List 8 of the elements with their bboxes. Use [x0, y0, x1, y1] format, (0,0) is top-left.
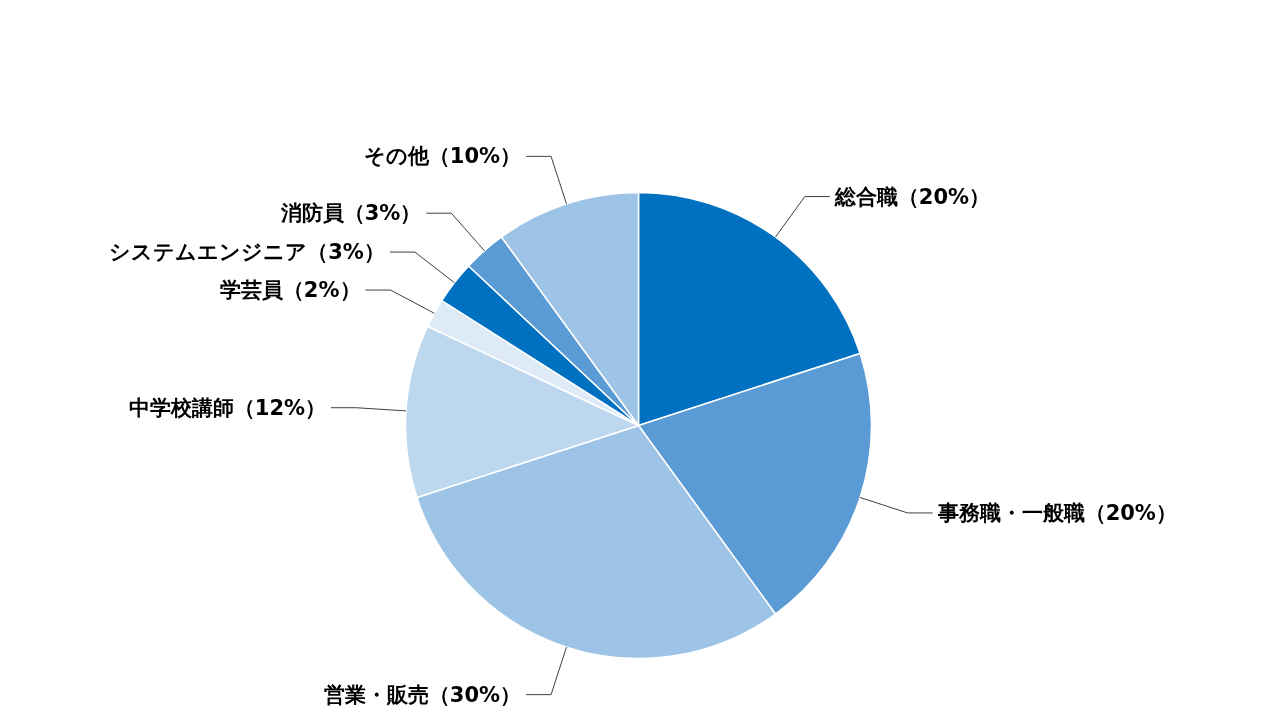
- slice-label: 営業・販売（30%）: [323, 682, 522, 707]
- slice-label: システムエンジニア（3%）: [109, 240, 385, 265]
- slice-label: 学芸員（2%）: [219, 278, 361, 303]
- slice-label: 中学校講師（12%）: [128, 395, 327, 420]
- slice-label: 事務職・一般職（20%）: [936, 500, 1177, 525]
- slice-label: 総合職（20%）: [833, 184, 991, 209]
- slice-label: その他（10%）: [363, 144, 522, 169]
- slice-label: 消防員（3%）: [279, 201, 422, 226]
